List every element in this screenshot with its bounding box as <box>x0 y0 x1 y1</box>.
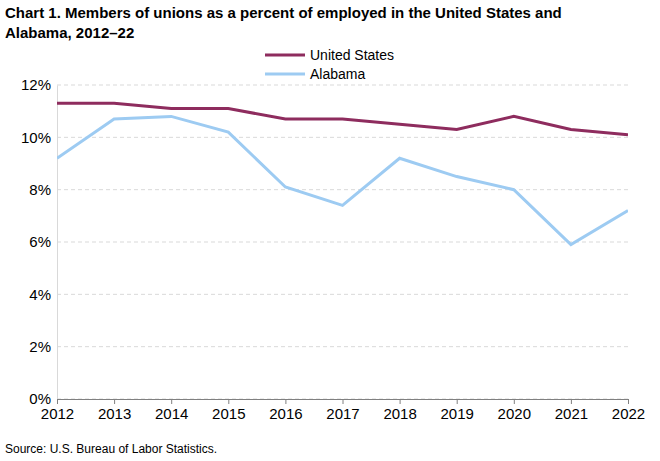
legend-label: Alabama <box>310 66 365 82</box>
x-tick-mark <box>171 399 172 404</box>
grid <box>57 85 628 399</box>
x-tick: 2022 <box>612 399 645 422</box>
y-tick-label: 6% <box>29 233 51 250</box>
x-tick: 2019 <box>441 399 474 422</box>
x-tick-label: 2013 <box>98 405 131 422</box>
x-tick-label: 2016 <box>269 405 302 422</box>
chart: Chart 1. Members of unions as a percent … <box>0 0 660 461</box>
y-tick: 2% <box>29 338 57 355</box>
x-tick-label: 2014 <box>155 405 188 422</box>
x-tick-label: 2012 <box>41 405 74 422</box>
y-tick: 8% <box>29 181 57 198</box>
x-tick-label: 2017 <box>326 405 359 422</box>
x-tick: 2013 <box>98 399 131 422</box>
x-tick-label: 2022 <box>612 405 645 422</box>
y-tick-label: 2% <box>29 338 51 355</box>
title-line: Alabama, 2012–22 <box>5 24 134 41</box>
grid-line <box>57 137 628 138</box>
x-tick-mark <box>114 399 115 404</box>
y-axis: 0%2%4%6%8%10%12% <box>21 76 58 407</box>
x-tick-mark <box>400 399 401 404</box>
y-tick: 12% <box>21 76 57 93</box>
legend-swatch <box>265 73 305 76</box>
x-tick-mark <box>228 399 229 404</box>
x-tick-label: 2020 <box>498 405 531 422</box>
y-tick: 4% <box>29 286 57 303</box>
x-tick: 2020 <box>498 399 531 422</box>
title: Chart 1. Members of unions as a percent … <box>5 4 562 41</box>
legend: United States Alabama <box>265 47 394 82</box>
x-tick: 2021 <box>555 399 588 422</box>
x-tick-mark <box>285 399 286 404</box>
x-tick: 2012 <box>41 399 74 422</box>
grid-line <box>57 294 628 295</box>
x-tick-label: 2015 <box>212 405 245 422</box>
y-tick-label: 8% <box>29 181 51 198</box>
y-tick-label: 10% <box>21 129 51 146</box>
grid-line <box>57 85 628 86</box>
plot-area <box>57 103 628 244</box>
x-tick: 2015 <box>212 399 245 422</box>
grid-line <box>57 346 628 347</box>
grid-line <box>57 189 628 190</box>
x-tick-label: 2018 <box>383 405 416 422</box>
grid-line <box>57 242 628 243</box>
x-tick-mark <box>628 399 629 404</box>
x-tick-mark <box>343 399 344 404</box>
x-tick-mark <box>457 399 458 404</box>
x-tick-label: 2019 <box>441 405 474 422</box>
x-axis: 2012 2013 2014 2015 2016 2017 2018 2019 2020 2021… <box>41 399 645 422</box>
y-tick: 10% <box>21 129 57 146</box>
x-tick: 2014 <box>155 399 188 422</box>
x-tick-label: 2021 <box>555 405 588 422</box>
source: Source: U.S. Bureau of Labor Statistics. <box>5 442 217 456</box>
y-tick-label: 12% <box>21 76 51 93</box>
x-tick: 2018 <box>383 399 416 422</box>
x-tick-mark <box>514 399 515 404</box>
series-line <box>57 116 628 244</box>
x-tick-mark <box>57 399 58 404</box>
x-tick-mark <box>571 399 572 404</box>
x-tick: 2016 <box>269 399 302 422</box>
y-axis-line <box>57 86 58 400</box>
legend-swatch <box>265 54 305 57</box>
legend-label: United States <box>310 47 394 63</box>
title-line: Chart 1. Members of unions as a percent … <box>5 4 562 21</box>
x-tick: 2017 <box>326 399 359 422</box>
y-tick-label: 4% <box>29 286 51 303</box>
y-tick: 6% <box>29 233 57 250</box>
